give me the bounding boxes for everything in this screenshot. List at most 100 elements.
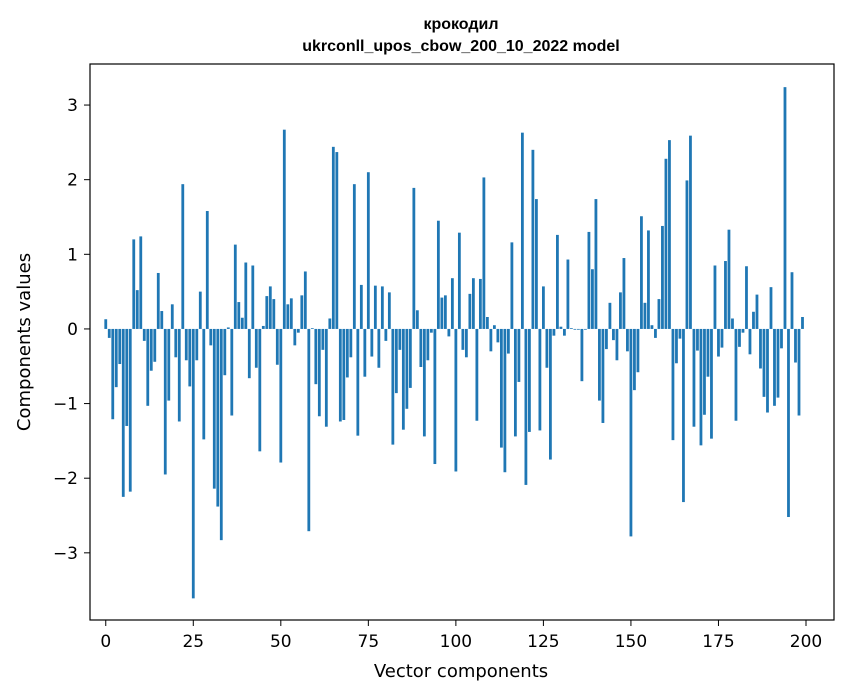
bar-108 [482, 177, 486, 329]
bar-102 [461, 328, 465, 350]
chart-title-line2: ukrconll_upos_cbow_200_10_2022 model [302, 38, 619, 55]
bar-91 [422, 328, 426, 437]
bar-3 [114, 328, 118, 388]
bar-198 [797, 328, 801, 416]
bar-15 [156, 272, 160, 329]
bar-22 [181, 184, 185, 329]
bar-196 [790, 272, 794, 329]
bar-72 [356, 328, 360, 436]
bar-12 [146, 328, 150, 406]
bar-25 [191, 328, 195, 599]
bar-172 [706, 328, 710, 377]
bar-190 [769, 287, 773, 329]
bar-117 [513, 328, 517, 437]
y-tick-label: 1 [67, 245, 78, 265]
bar-95 [436, 220, 440, 329]
bar-89 [415, 310, 419, 329]
bar-28 [202, 328, 206, 440]
bar-54 [293, 328, 297, 346]
bar-130 [559, 326, 563, 329]
bar-9 [135, 290, 139, 329]
plot-frame [89, 63, 835, 621]
bar-148 [622, 258, 626, 329]
bar-187 [759, 328, 762, 369]
bar-146 [615, 328, 619, 361]
bar-1 [107, 328, 111, 338]
bar-122 [531, 149, 535, 329]
bar-76 [370, 328, 374, 357]
bar-88 [412, 187, 416, 329]
bar-173 [710, 328, 713, 439]
bar-57 [303, 271, 307, 329]
bar-174 [713, 265, 717, 329]
bar-58 [307, 328, 311, 532]
bar-60 [314, 328, 318, 385]
bar-8 [132, 239, 136, 329]
y-tick-label: −2 [53, 469, 78, 489]
bar-161 [668, 140, 671, 329]
bar-127 [549, 328, 552, 460]
bar-46 [265, 296, 269, 329]
bar-155 [647, 230, 650, 329]
bar-36 [230, 328, 234, 416]
bar-133 [570, 328, 573, 329]
bar-45 [261, 325, 265, 329]
bar-175 [717, 328, 720, 357]
bar-79 [380, 286, 384, 329]
bar-137 [584, 328, 587, 330]
bar-97 [443, 295, 447, 329]
bar-24 [188, 328, 192, 387]
y-tick-label: 3 [67, 96, 78, 116]
bar-145 [612, 328, 615, 341]
bar-164 [678, 328, 682, 339]
bar-62 [321, 328, 325, 350]
bar-5 [121, 328, 125, 497]
bar-68 [342, 328, 346, 420]
bar-129 [556, 234, 559, 329]
bar-42 [251, 265, 255, 329]
bar-171 [703, 328, 706, 415]
x-tick-label: 75 [358, 632, 380, 652]
bar-156 [650, 325, 654, 329]
bar-47 [268, 286, 272, 329]
bar-39 [240, 317, 244, 329]
bar-177 [724, 261, 727, 329]
bar-31 [212, 328, 216, 489]
bar-11 [142, 328, 146, 341]
bar-169 [696, 328, 699, 351]
bar-103 [464, 328, 468, 358]
bar-119 [520, 132, 524, 329]
bar-142 [601, 328, 605, 423]
x-tick-label: 0 [100, 632, 111, 652]
bar-140 [594, 199, 598, 329]
bar-43 [254, 328, 258, 368]
bar-111 [492, 325, 496, 329]
bar-93 [429, 328, 433, 333]
bar-180 [734, 328, 738, 421]
bar-141 [598, 328, 601, 401]
x-tick-label: 150 [615, 632, 647, 652]
bar-143 [605, 328, 608, 350]
bar-17 [163, 328, 167, 475]
bar-21 [177, 328, 181, 422]
y-tick-label: 2 [67, 171, 78, 191]
bar-104 [468, 293, 472, 329]
bar-90 [419, 328, 423, 367]
bar-147 [619, 292, 622, 329]
bar-184 [748, 328, 752, 355]
bar-99 [450, 278, 454, 329]
bar-41 [247, 328, 251, 379]
bar-33 [219, 328, 223, 541]
bar-131 [563, 328, 566, 336]
bar-121 [528, 328, 531, 432]
bar-128 [552, 328, 556, 336]
chart-title-line1: крокодил [423, 16, 498, 33]
bar-38 [237, 302, 241, 329]
bar-63 [324, 328, 328, 427]
bar-153 [640, 216, 643, 329]
bar-52 [286, 304, 290, 329]
bar-182 [741, 328, 745, 333]
bar-51 [282, 129, 286, 329]
bar-166 [685, 180, 689, 329]
bar-94 [433, 328, 437, 465]
